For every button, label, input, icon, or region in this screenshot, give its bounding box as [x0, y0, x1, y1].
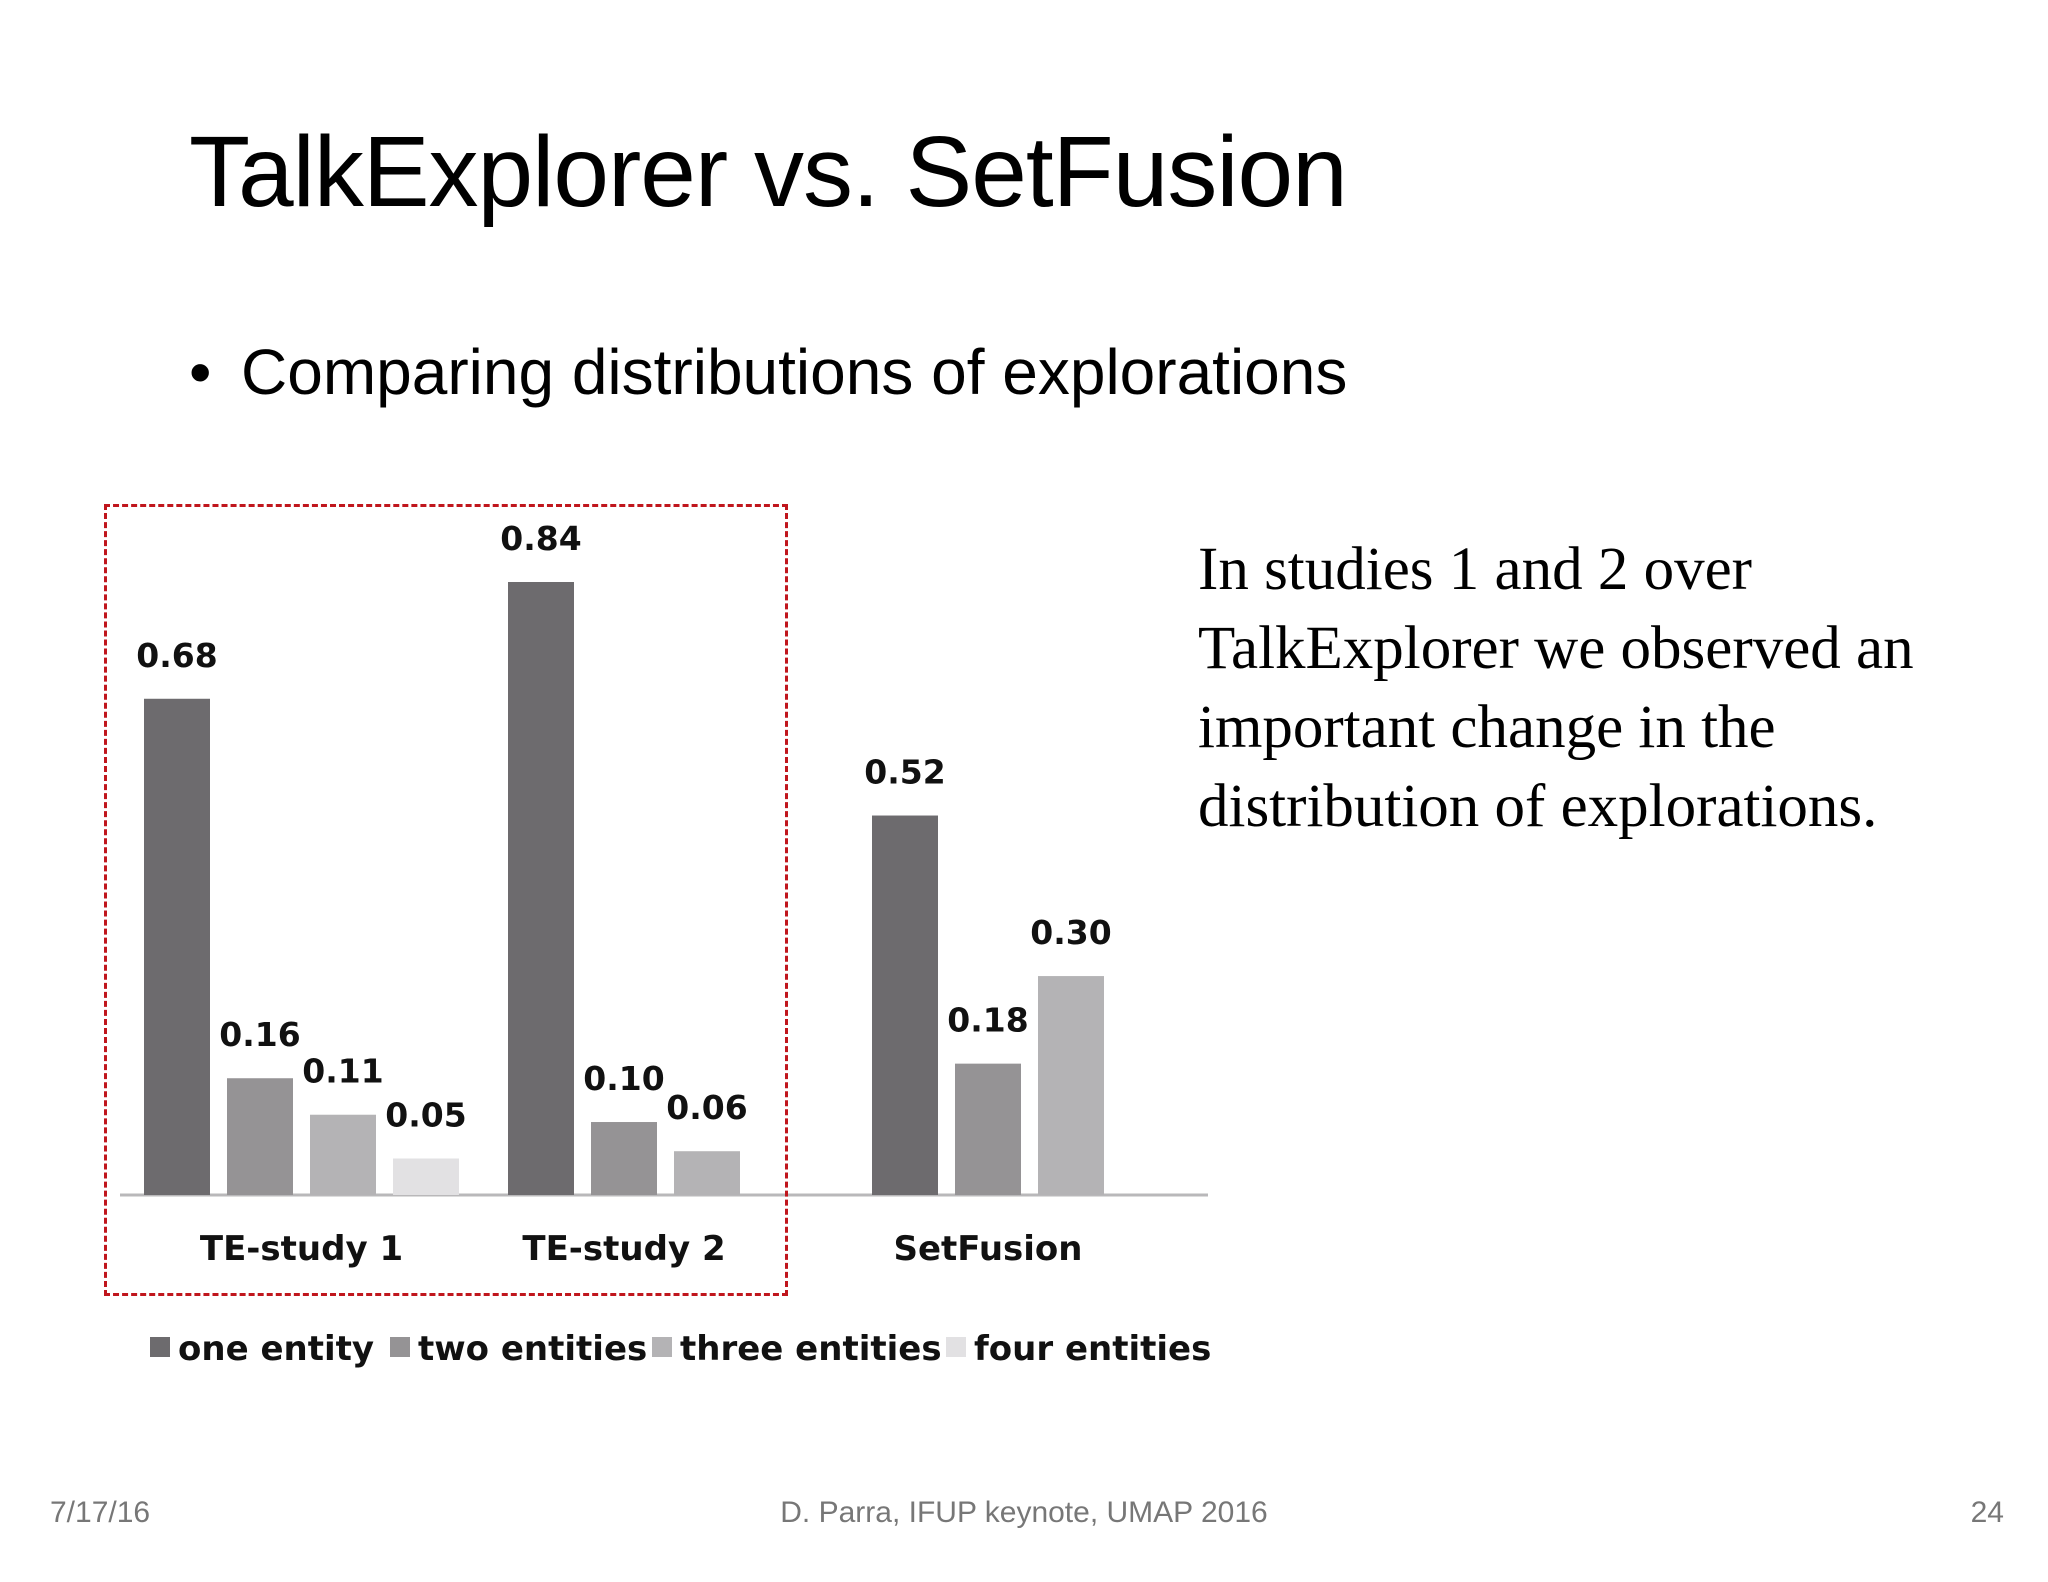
bullet-text: Comparing distributions of explorations	[241, 336, 1348, 408]
legend-swatch-three-entities	[652, 1337, 672, 1357]
bar-setfusion-one-entity	[872, 815, 938, 1195]
side-note: In studies 1 and 2 over TalkExplorer we …	[1198, 536, 1914, 840]
data-label: 0.68	[136, 636, 217, 675]
legend-label: two entities	[418, 1329, 647, 1369]
chart-svg: 0.68 0.160.110.05 TE-study 1 0.84 0.100.06 TE…	[120, 519, 1211, 1369]
data-label: 0.84	[500, 519, 581, 558]
data-label: 0.30	[1030, 913, 1111, 952]
slide-title: TalkExplorer vs. SetFusion	[189, 116, 1348, 228]
bullet-marker: •	[189, 336, 212, 408]
legend-label: one entity	[178, 1329, 374, 1369]
bar-te-study-1-three-entities	[310, 1114, 376, 1195]
data-label: 0.16	[219, 1015, 300, 1054]
bar-te-study-2-one-entity	[508, 582, 574, 1195]
data-label: 0.11	[302, 1052, 383, 1091]
footer-date: 7/17/16	[50, 1496, 151, 1529]
x-tick-label: TE-study 2	[522, 1229, 725, 1269]
bar-chart: 0.68 0.16 0.11 0.05 TE-study 1 0.84 0.10 0.06 TE…	[96, 490, 1236, 1370]
bar-te-study-2-three-entities	[674, 1151, 740, 1195]
bar-te-study-2-two-entities	[591, 1122, 657, 1195]
data-label: 0.06	[666, 1088, 747, 1127]
footer-source: D. Parra, IFUP keynote, UMAP 2016	[780, 1496, 1268, 1529]
x-tick-label: SetFusion	[894, 1229, 1083, 1269]
legend-swatch-one-entity	[150, 1337, 170, 1357]
legend-label: three entities	[680, 1329, 942, 1369]
footer-page-number: 24	[1970, 1496, 2004, 1529]
x-tick-label: TE-study 1	[200, 1229, 403, 1269]
data-label: 0.52	[864, 753, 945, 792]
bar-setfusion-two-entities	[955, 1063, 1021, 1195]
bar-te-study-1-four-entities	[393, 1158, 459, 1195]
legend-swatch-two-entities	[390, 1337, 410, 1357]
data-label: 0.05	[385, 1096, 466, 1135]
bar-setfusion-three-entities	[1038, 976, 1104, 1195]
data-label: 0.18	[947, 1001, 1028, 1040]
legend-label: four entities	[974, 1329, 1211, 1369]
bar-te-study-1-one-entity	[144, 698, 210, 1195]
legend-swatch-four-entities	[946, 1337, 966, 1357]
bullet-item: • Comparing distributions of explorations	[189, 340, 1347, 404]
data-label: 0.10	[583, 1059, 664, 1098]
bar-te-study-1-two-entities	[227, 1078, 293, 1195]
